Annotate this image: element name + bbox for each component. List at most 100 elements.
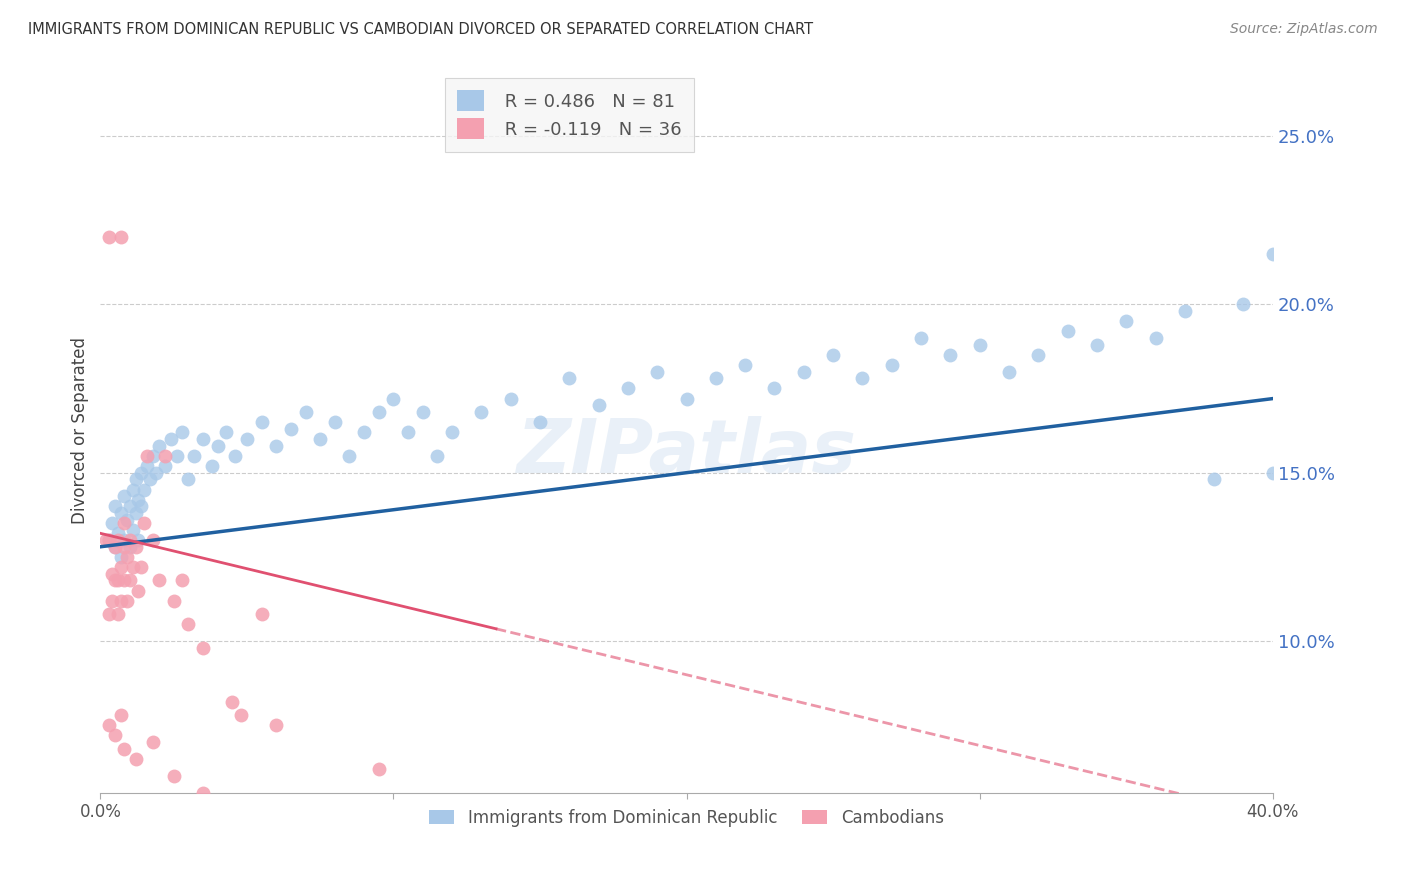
Point <box>101 516 124 531</box>
Point <box>124 506 146 520</box>
Point <box>124 752 146 766</box>
Point <box>98 533 121 547</box>
Point <box>98 230 121 244</box>
Point <box>118 574 141 588</box>
Point <box>104 500 127 514</box>
Point <box>910 331 932 345</box>
Point <box>367 762 389 776</box>
Point <box>851 371 873 385</box>
Point <box>112 516 135 531</box>
Point <box>112 742 135 756</box>
Point <box>215 425 238 440</box>
Point <box>162 769 184 783</box>
Point <box>112 489 135 503</box>
Point <box>153 449 176 463</box>
Point <box>1204 472 1226 486</box>
Point <box>118 540 141 554</box>
Point <box>110 708 132 723</box>
Point <box>396 425 419 440</box>
Point <box>588 398 610 412</box>
Point <box>153 458 176 473</box>
Point <box>112 533 135 547</box>
Point <box>107 574 129 588</box>
Point <box>115 549 138 564</box>
Point <box>426 449 449 463</box>
Point <box>145 466 167 480</box>
Point <box>1056 324 1078 338</box>
Point <box>645 365 668 379</box>
Point <box>191 432 214 446</box>
Point <box>110 593 132 607</box>
Point <box>104 540 127 554</box>
Point <box>121 523 143 537</box>
Point <box>112 540 135 554</box>
Point <box>136 458 159 473</box>
Point <box>96 533 118 547</box>
Point <box>1026 348 1049 362</box>
Point <box>1144 331 1167 345</box>
Point <box>1261 466 1284 480</box>
Point <box>127 533 149 547</box>
Point <box>142 735 165 749</box>
Point <box>675 392 697 406</box>
Point <box>104 540 127 554</box>
Point <box>1085 337 1108 351</box>
Point <box>136 449 159 463</box>
Point <box>183 449 205 463</box>
Point <box>166 449 188 463</box>
Point <box>162 593 184 607</box>
Point <box>110 506 132 520</box>
Point <box>134 516 156 531</box>
Point <box>309 432 332 446</box>
Point <box>939 348 962 362</box>
Point <box>112 574 135 588</box>
Point <box>499 392 522 406</box>
Point <box>142 449 165 463</box>
Point <box>412 405 434 419</box>
Point <box>763 382 786 396</box>
Point <box>131 560 153 574</box>
Point <box>367 405 389 419</box>
Point <box>969 337 991 351</box>
Point <box>880 358 903 372</box>
Point <box>172 574 194 588</box>
Point <box>353 425 375 440</box>
Point <box>134 483 156 497</box>
Point <box>382 392 405 406</box>
Point <box>470 405 492 419</box>
Point <box>236 432 259 446</box>
Point <box>131 466 153 480</box>
Point <box>121 560 143 574</box>
Point <box>177 617 200 632</box>
Point <box>823 348 845 362</box>
Point <box>441 425 464 440</box>
Point <box>115 513 138 527</box>
Point <box>1261 246 1284 260</box>
Point <box>124 540 146 554</box>
Point <box>201 458 224 473</box>
Point <box>280 422 302 436</box>
Point <box>1115 314 1137 328</box>
Point <box>1174 304 1197 318</box>
Point <box>1232 297 1254 311</box>
Point <box>323 415 346 429</box>
Point <box>250 607 273 622</box>
Point <box>159 432 181 446</box>
Point <box>104 574 127 588</box>
Point <box>558 371 581 385</box>
Point <box>98 607 121 622</box>
Point <box>127 492 149 507</box>
Point <box>264 718 287 732</box>
Point <box>264 439 287 453</box>
Point <box>98 718 121 732</box>
Point <box>793 365 815 379</box>
Point <box>221 695 243 709</box>
Point <box>172 425 194 440</box>
Point <box>177 472 200 486</box>
Point <box>110 560 132 574</box>
Point <box>148 574 170 588</box>
Text: Source: ZipAtlas.com: Source: ZipAtlas.com <box>1230 22 1378 37</box>
Point <box>142 533 165 547</box>
Point <box>107 526 129 541</box>
Point <box>98 533 121 547</box>
